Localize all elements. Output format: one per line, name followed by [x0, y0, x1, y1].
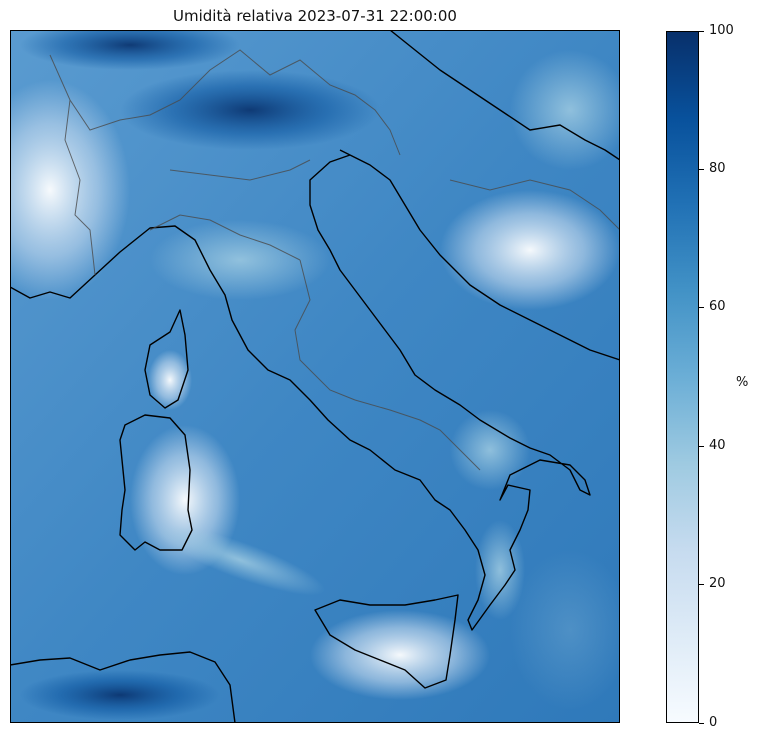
- dry-area-croatia: [440, 190, 620, 310]
- colorbar-tick-40: [699, 446, 704, 447]
- border-italy-north: [49, 49, 401, 156]
- dry-area-france: [10, 80, 130, 300]
- colorbar-tick-0: [699, 723, 704, 724]
- coastlines: [10, 30, 620, 723]
- border-regions-1: [149, 214, 301, 261]
- colorbar: [666, 31, 699, 723]
- colorbar-unit-label: %: [736, 375, 749, 390]
- map-frame: [10, 30, 620, 723]
- coastline-africa: [10, 651, 236, 723]
- border-regions-3: [354, 399, 481, 471]
- border-regions-2: [294, 259, 356, 401]
- dry-streak-tyrrhenian: [155, 524, 325, 596]
- colorbar-tick-80: [699, 169, 704, 170]
- dry-area-sicily: [310, 610, 490, 700]
- border-regions-4: [169, 159, 311, 181]
- colorbar-label-0: 0: [709, 715, 718, 730]
- coastline-sardinia: [119, 414, 193, 551]
- colorbar-label-60: 60: [709, 299, 726, 314]
- coastline-north: [389, 30, 620, 161]
- map-title: Umidità relativa 2023-07-31 22:00:00: [173, 7, 457, 25]
- humid-area-north: [20, 30, 240, 70]
- border-balkans: [449, 179, 620, 231]
- humid-area-alps: [120, 70, 380, 150]
- humidity-map: [10, 30, 620, 723]
- dry-area-puglia: [450, 410, 530, 490]
- colorbar-label-100: 100: [709, 23, 734, 38]
- humid-area-africa: [20, 670, 220, 720]
- dry-area-east: [510, 50, 620, 170]
- colorbar-tick-100: [699, 31, 704, 32]
- coastline-italy-west: [10, 154, 591, 631]
- coastline-balkans: [339, 149, 620, 361]
- colorbar-tick-20: [699, 584, 704, 585]
- border-italy-france: [64, 99, 96, 276]
- colorbar-label-20: 20: [709, 576, 726, 591]
- coastline-sicily: [314, 594, 459, 689]
- coastline-corsica: [144, 309, 189, 409]
- dry-area-corsica: [148, 350, 192, 410]
- colorbar-tick-60: [699, 307, 704, 308]
- humid-area-southeast: [510, 550, 620, 710]
- borders: [49, 49, 620, 471]
- colorbar-label-40: 40: [709, 438, 726, 453]
- dry-area-pianura: [150, 220, 330, 300]
- colorbar-label-80: 80: [709, 161, 726, 176]
